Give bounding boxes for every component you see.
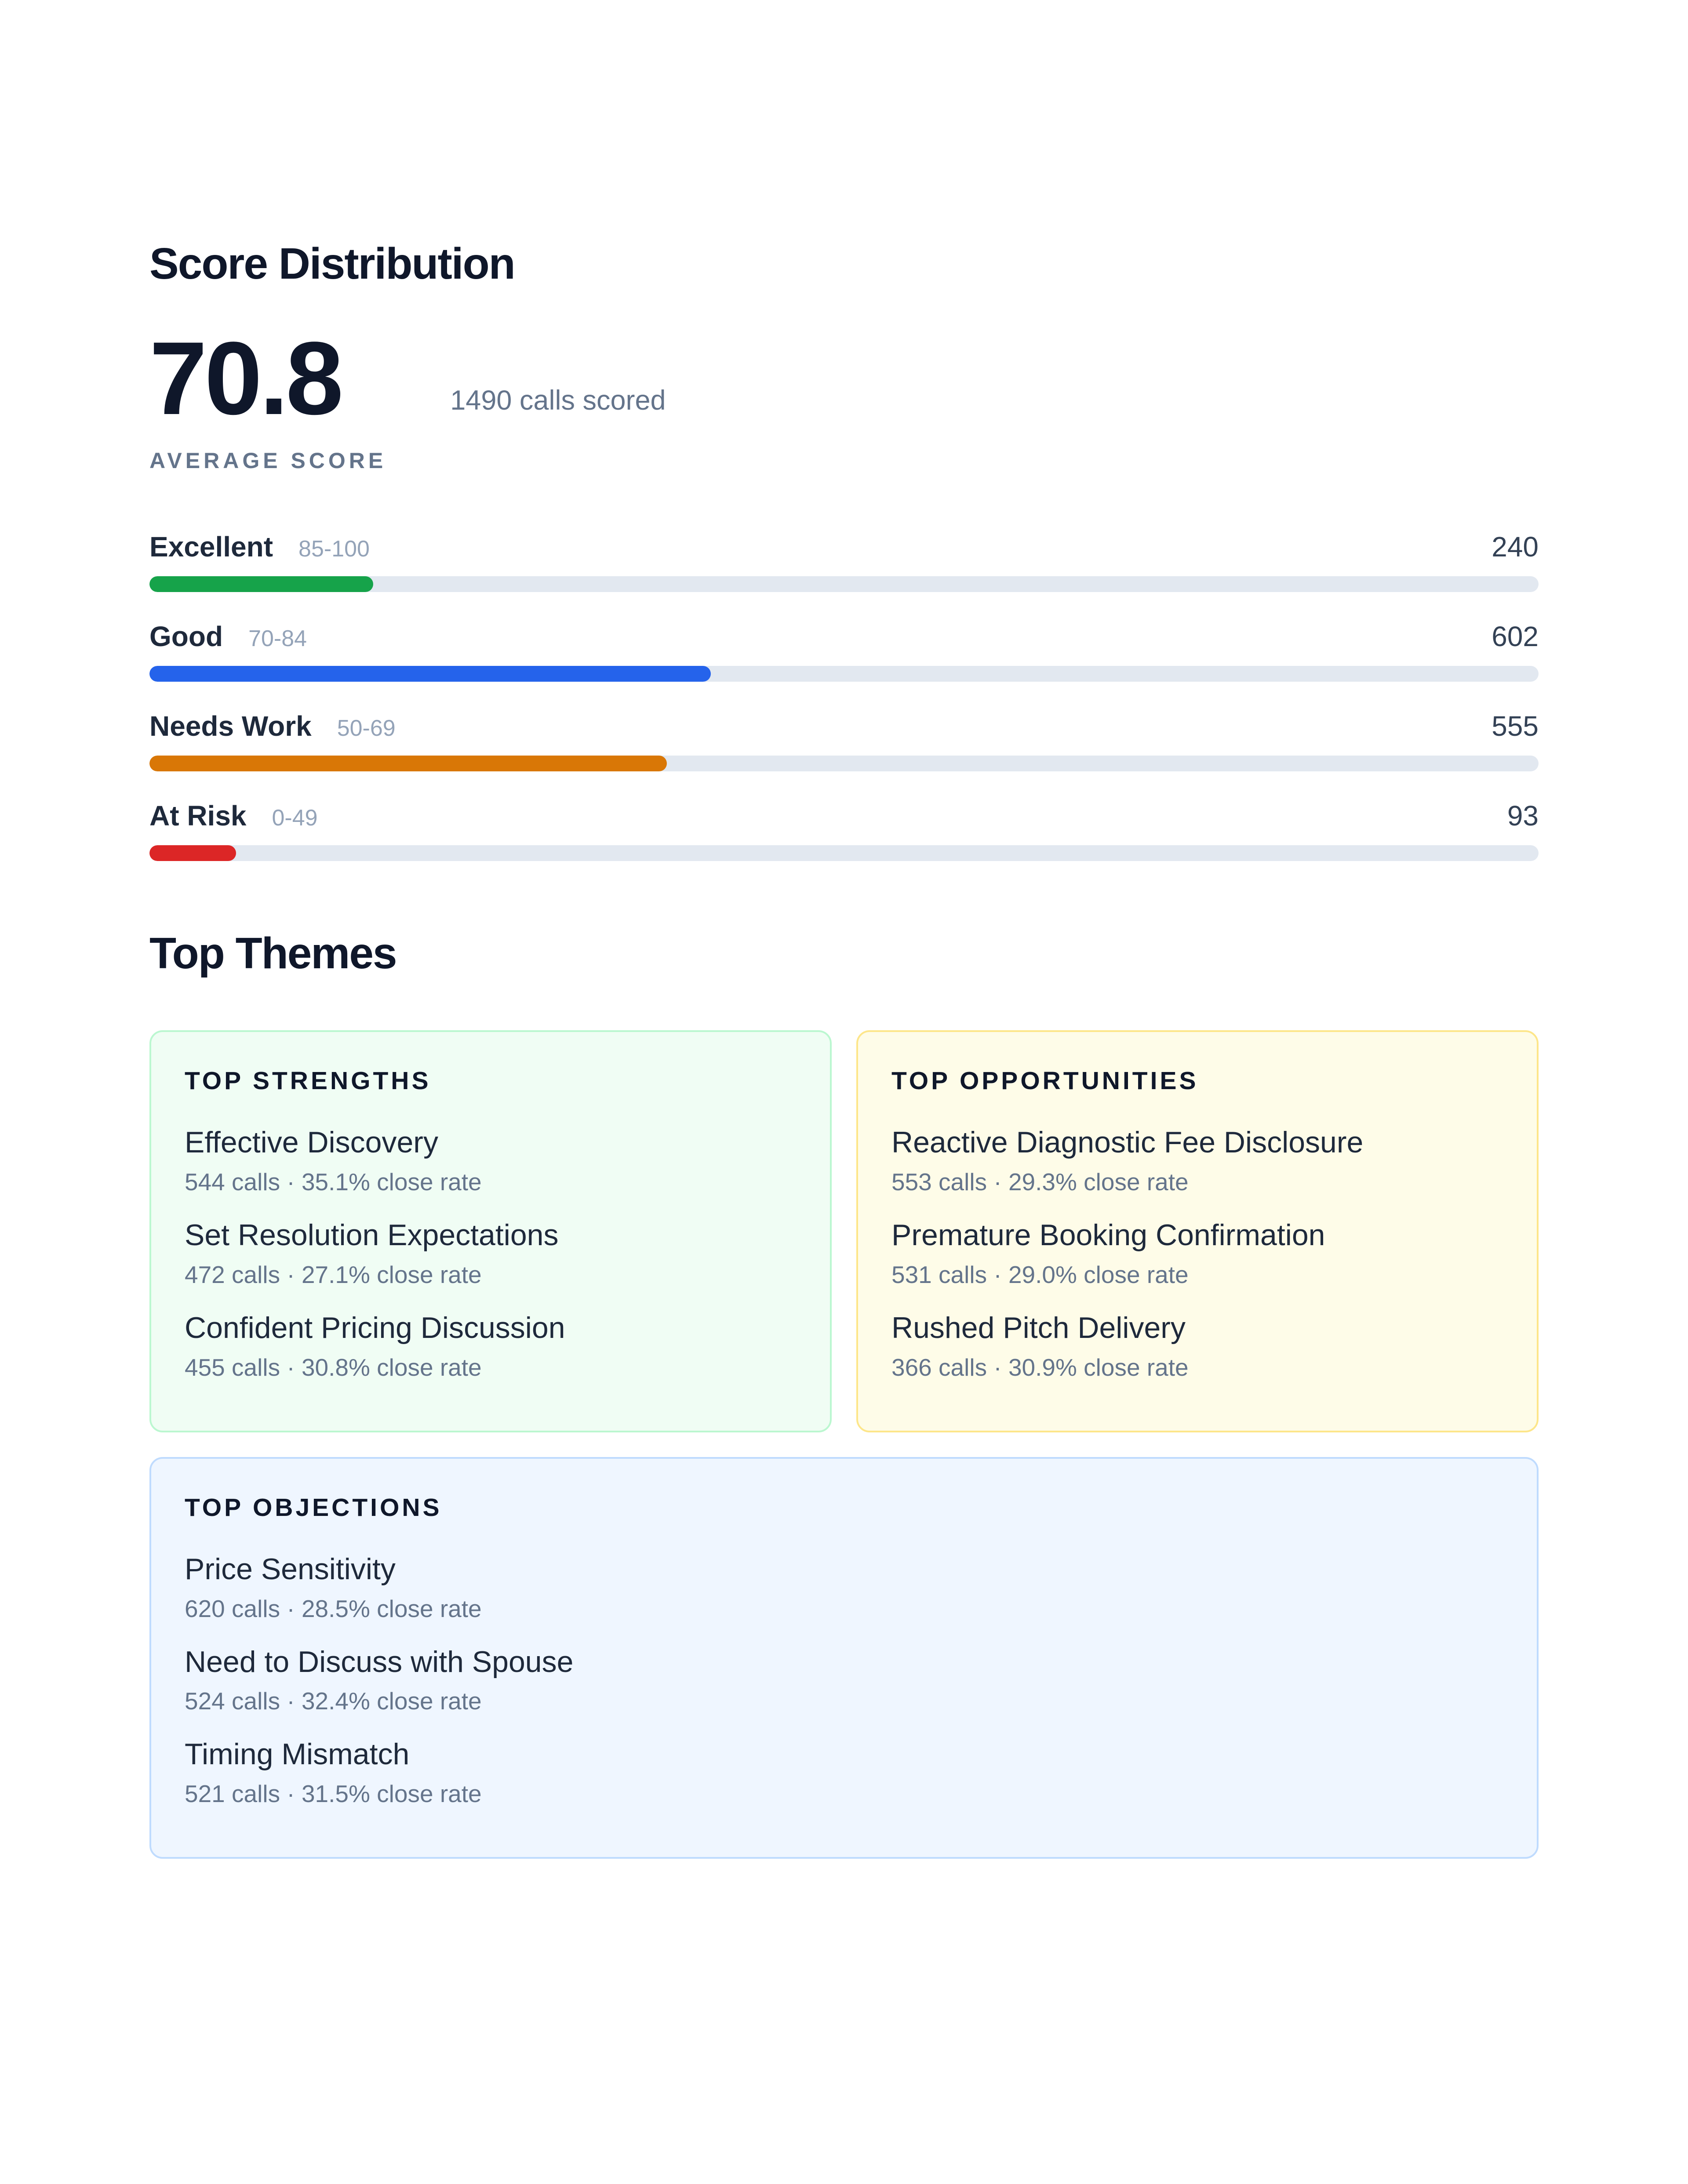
bar-fill (149, 756, 667, 772)
bar-at-risk: At Risk 0-49 93 (149, 799, 1539, 861)
top-themes-section: Top Themes TOP STRENGTHS Effective Disco… (149, 927, 1539, 1859)
theme-meta: 521 calls · 31.5% close rate (185, 1780, 482, 1808)
theme-meta: 531 calls · 29.0% close rate (891, 1261, 1189, 1288)
theme-name: Premature Booking Confirmation (891, 1218, 1325, 1252)
list-item: Set Resolution Expectations 472 calls · … (185, 1219, 797, 1289)
list-item: Premature Booking Confirmation 531 calls… (891, 1219, 1503, 1289)
bar-range: 50-69 (337, 716, 396, 741)
list-item: Need to Discuss with Spouse 524 calls · … (185, 1645, 1503, 1715)
bar-count: 602 (1492, 621, 1539, 653)
bar-track (149, 666, 1539, 682)
bar-good: Good 70-84 602 (149, 620, 1539, 682)
top-opportunities-card: TOP OPPORTUNITIES Reactive Diagnostic Fe… (856, 1030, 1539, 1432)
average-score-value: 70.8 (149, 320, 343, 436)
theme-meta: 553 calls · 29.3% close rate (891, 1168, 1189, 1196)
themes-grid: TOP STRENGTHS Effective Discovery 544 ca… (149, 1030, 1539, 1432)
bar-label: Good (149, 621, 223, 653)
theme-meta: 544 calls · 35.1% close rate (185, 1168, 482, 1196)
theme-meta: 524 calls · 32.4% close rate (185, 1687, 482, 1715)
bar-count: 555 (1492, 710, 1539, 742)
average-score-block: 70.8 AVERAGE SCORE (149, 320, 387, 473)
theme-name: Effective Discovery (185, 1126, 438, 1159)
bar-range: 85-100 (298, 536, 370, 562)
theme-name: Price Sensitivity (185, 1552, 396, 1586)
theme-name: Reactive Diagnostic Fee Disclosure (891, 1126, 1364, 1159)
theme-name: Need to Discuss with Spouse (185, 1645, 574, 1679)
theme-meta: 472 calls · 27.1% close rate (185, 1261, 482, 1288)
theme-name: Set Resolution Expectations (185, 1218, 559, 1252)
bar-excellent: Excellent 85-100 240 (149, 531, 1539, 592)
score-summary: 70.8 AVERAGE SCORE 1490 calls scored (149, 320, 1539, 473)
list-item: Effective Discovery 544 calls · 35.1% cl… (185, 1126, 797, 1196)
bar-fill (149, 666, 711, 682)
theme-meta: 366 calls · 30.9% close rate (891, 1353, 1189, 1381)
theme-name: Timing Mismatch (185, 1737, 410, 1771)
theme-meta: 620 calls · 28.5% close rate (185, 1595, 482, 1622)
bar-count: 240 (1492, 531, 1539, 563)
top-themes-title: Top Themes (149, 929, 397, 978)
score-bars: Excellent 85-100 240 Good 70-84 602 Need… (149, 531, 1539, 861)
bar-label: Excellent (149, 531, 273, 563)
calls-scored: 1490 calls scored (450, 385, 666, 416)
list-item: Price Sensitivity 620 calls · 28.5% clos… (185, 1552, 1503, 1623)
list-item: Rushed Pitch Delivery 366 calls · 30.9% … (891, 1312, 1503, 1381)
list-item: Reactive Diagnostic Fee Disclosure 553 c… (891, 1126, 1503, 1196)
bar-range: 0-49 (272, 805, 318, 831)
theme-name: Confident Pricing Discussion (185, 1311, 565, 1345)
list-item: Timing Mismatch 521 calls · 31.5% close … (185, 1738, 1503, 1808)
card-title: TOP STRENGTHS (185, 1067, 431, 1095)
bar-fill (149, 845, 236, 861)
card-title: TOP OBJECTIONS (185, 1493, 442, 1522)
top-objections-card: TOP OBJECTIONS Price Sensitivity 620 cal… (149, 1457, 1539, 1859)
list-item: Confident Pricing Discussion 455 calls ·… (185, 1312, 797, 1381)
theme-name: Rushed Pitch Delivery (891, 1311, 1186, 1345)
score-distribution-title: Score Distribution (149, 239, 516, 288)
bar-fill (149, 576, 373, 592)
bar-track (149, 576, 1539, 592)
bar-track (149, 845, 1539, 861)
theme-meta: 455 calls · 30.8% close rate (185, 1353, 482, 1381)
bar-label: Needs Work (149, 710, 312, 742)
card-title: TOP OPPORTUNITIES (891, 1067, 1199, 1095)
top-strengths-card: TOP STRENGTHS Effective Discovery 544 ca… (149, 1030, 832, 1432)
average-score-label: AVERAGE SCORE (149, 448, 387, 473)
page: Score Distribution 70.8 AVERAGE SCORE 14… (149, 239, 1539, 1859)
bar-label: At Risk (149, 800, 247, 832)
bar-count: 93 (1507, 800, 1539, 832)
bar-track (149, 756, 1539, 772)
bar-range: 70-84 (248, 626, 307, 652)
bar-needs-work: Needs Work 50-69 555 (149, 710, 1539, 772)
